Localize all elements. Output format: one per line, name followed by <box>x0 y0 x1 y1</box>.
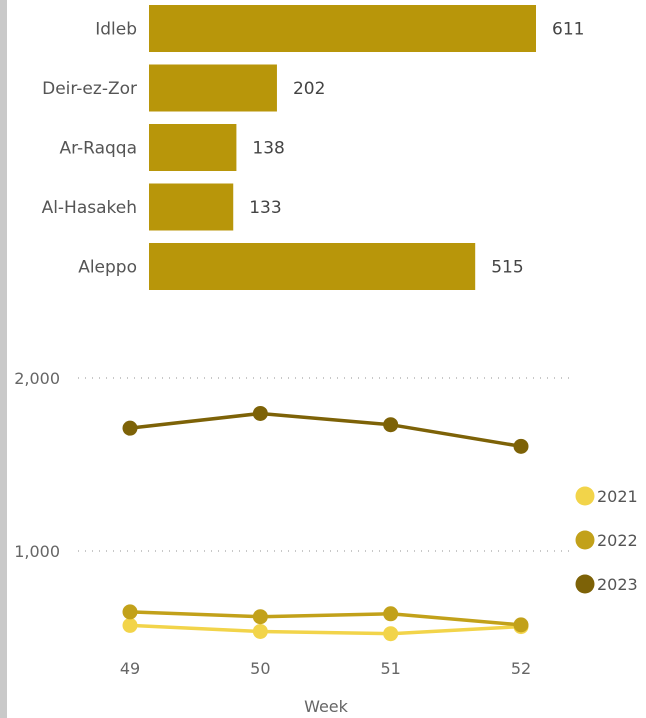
data-label-aleppo: 515 <box>491 258 523 278</box>
y-tick-label-1000: 1,000 <box>14 542 60 561</box>
x-tick-label-50: 50 <box>250 659 270 678</box>
data-point-2023-week-49[interactable] <box>122 420 138 436</box>
data-label-deir-ez-zor: 202 <box>293 79 325 99</box>
category-label-deir-ez-zor: Deir-ez-Zor <box>42 79 137 99</box>
series-line-2022 <box>129 610 522 627</box>
category-label-al-hasakeh: Al-Hasakeh <box>42 198 137 218</box>
series-line-2021 <box>129 623 522 636</box>
data-point-2021-week-50[interactable] <box>252 623 268 639</box>
legend-label-2021[interactable]: 2021 <box>597 487 638 506</box>
x-tick-label-51: 51 <box>380 659 400 678</box>
bar-ar-raqqa[interactable] <box>149 124 237 171</box>
bar-deir-ez-zor[interactable] <box>149 64 277 112</box>
legend-label-2022[interactable]: 2022 <box>597 531 638 550</box>
legend-marker-2022[interactable] <box>575 530 595 550</box>
data-label-al-hasakeh: 133 <box>249 198 281 218</box>
bar-idleb[interactable] <box>149 5 536 52</box>
category-label-ar-raqqa: Ar-Raqqa <box>59 139 137 159</box>
legend-label-2023[interactable]: 2023 <box>597 575 638 594</box>
category-label-idleb: Idleb <box>95 20 137 40</box>
bar-chart: Idleb 611 Deir-ez-Zor 202 Ar-Raqqa 138 Al-Hasa… <box>42 5 584 290</box>
line-chart: 1,000 2,000 49 50 51 52 Week 2021 2022 2023 <box>14 369 638 716</box>
legend-marker-2023[interactable] <box>575 574 595 594</box>
chart-canvas: Idleb 611 Deir-ez-Zor 202 Ar-Raqqa 138 Al-Hasa… <box>14 5 638 716</box>
bar-al-hasakeh[interactable] <box>149 183 234 231</box>
data-point-2022-week-49[interactable] <box>122 604 138 620</box>
y-tick-label-2000: 2,000 <box>14 369 60 388</box>
data-point-2021-week-49[interactable] <box>122 617 138 633</box>
data-point-2022-week-52[interactable] <box>513 617 529 633</box>
series-line-2023 <box>129 411 522 449</box>
x-tick-label-52: 52 <box>511 659 531 678</box>
data-point-2022-week-51[interactable] <box>383 606 399 622</box>
data-label-ar-raqqa: 138 <box>252 139 284 159</box>
category-label-aleppo: Aleppo <box>78 258 137 278</box>
x-axis-title: Week <box>304 697 349 716</box>
data-point-2023-week-52[interactable] <box>513 438 529 454</box>
data-point-2023-week-51[interactable] <box>383 417 399 433</box>
data-point-2021-week-51[interactable] <box>383 626 399 642</box>
data-label-idleb: 611 <box>552 20 584 40</box>
data-point-2022-week-50[interactable] <box>252 609 268 625</box>
x-tick-label-49: 49 <box>120 659 140 678</box>
data-point-2023-week-50[interactable] <box>252 405 268 421</box>
legend-marker-2021[interactable] <box>575 486 595 506</box>
bar-aleppo[interactable] <box>149 243 476 290</box>
